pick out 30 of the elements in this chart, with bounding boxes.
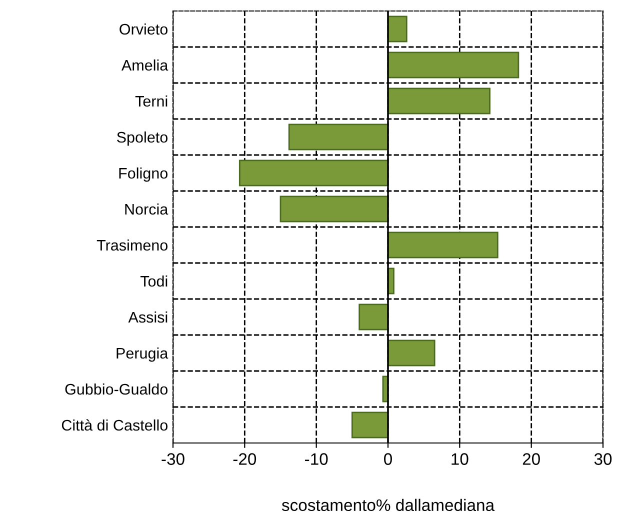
bar	[387, 88, 490, 114]
bar	[238, 160, 389, 186]
bar	[358, 304, 389, 330]
bar	[280, 196, 389, 222]
y-tick-label: Trasimeno	[96, 239, 168, 251]
y-tick-label: Amelia	[121, 59, 168, 71]
y-tick-label: Terni	[135, 95, 168, 107]
x-axis-title: scostamento% dallamediana	[282, 498, 495, 512]
y-tick-label: Perugia	[116, 347, 168, 362]
y-tick-label: Orvieto	[120, 23, 168, 35]
x-tick-label: -10	[305, 453, 328, 465]
y-tick-label: Spoleto	[117, 131, 168, 146]
bar	[288, 124, 389, 150]
bar	[387, 340, 436, 366]
y-tick-label: Todi	[140, 275, 168, 287]
y-tick-label: Città di Castello	[62, 419, 168, 431]
y-tick-label: Gubbio-Gualdo	[65, 383, 168, 395]
x-tick-label: 20	[522, 453, 540, 465]
y-tick-label: Norcia	[125, 203, 168, 215]
x-tick-label: 10	[452, 453, 468, 465]
x-tick-label: -20	[233, 453, 256, 465]
y-tick-label: Foligno	[119, 167, 168, 182]
x-tick-label: 0	[384, 453, 392, 465]
bar	[351, 412, 389, 438]
x-tick-label: 30	[594, 453, 612, 465]
x-tick-label: -30	[162, 453, 184, 465]
bar	[387, 16, 408, 42]
bar	[387, 52, 520, 78]
bar	[387, 232, 498, 258]
y-tick-label: Assisi	[128, 311, 168, 323]
